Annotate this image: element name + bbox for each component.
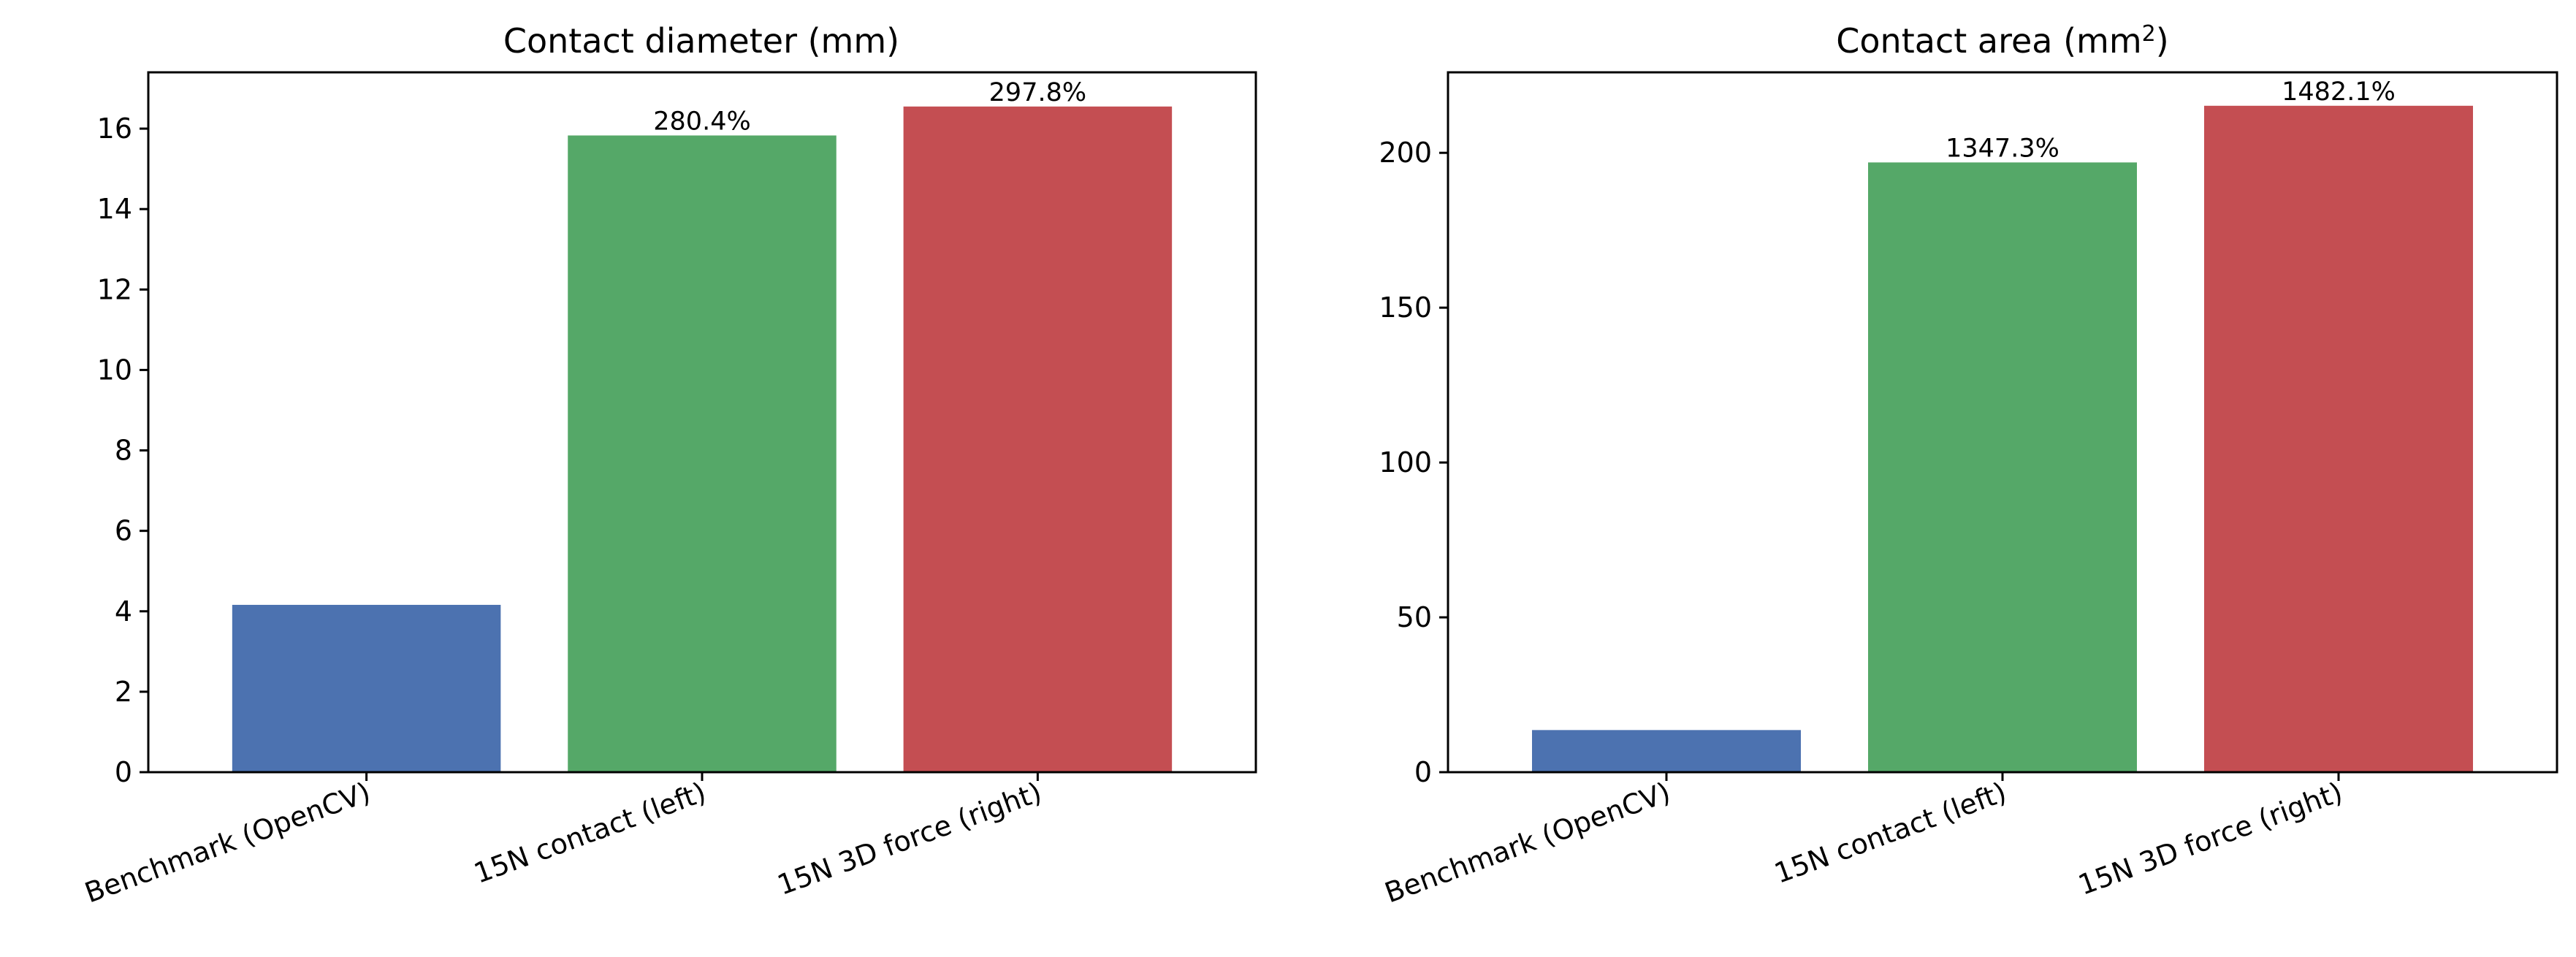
data-label: 1347.3%: [1946, 134, 2059, 163]
y-tick-label: 0: [1414, 756, 1432, 788]
y-tick-label: 10: [97, 354, 132, 386]
bar-15n-3d-force-right: [903, 106, 1173, 773]
y-axis-ticks: 0 50 100 150 200: [1379, 137, 1448, 788]
data-label: 280.4%: [653, 107, 750, 136]
y-tick-label: 16: [97, 113, 132, 145]
bar-15n-contact-left: [568, 135, 837, 772]
chart-title: Contact diameter (mm): [503, 21, 899, 61]
y-tick-label: 200: [1379, 137, 1432, 169]
y-axis-ticks: 0 2 4 6 8 10 12 14 16: [97, 113, 148, 788]
plot-frame: [147, 71, 1257, 774]
y-tick-label: 4: [115, 595, 132, 628]
bars: [1532, 105, 2473, 773]
data-labels: 1347.3% 1482.1%: [1946, 77, 2396, 164]
y-tick-label: 50: [1397, 601, 1432, 633]
y-tick-label: 6: [115, 515, 132, 547]
chart-title: Contact area (mm2): [1836, 21, 2168, 61]
bars: [232, 106, 1173, 773]
bar-benchmark-opencv: [1532, 730, 1801, 772]
data-label: 1482.1%: [2282, 77, 2396, 107]
y-tick-label: 100: [1379, 446, 1432, 478]
y-tick-label: 0: [115, 756, 132, 788]
y-tick-label: 8: [115, 435, 132, 467]
bar-15n-contact-left: [1868, 162, 2137, 773]
y-tick-label: 150: [1379, 291, 1432, 324]
y-tick-label: 12: [97, 273, 132, 305]
bar-benchmark-opencv: [232, 604, 501, 772]
data-labels: 280.4% 297.8%: [653, 78, 1086, 137]
data-label: 297.8%: [989, 78, 1086, 107]
chart-title-superscript: 2: [2142, 21, 2156, 47]
plot-frame: [1447, 71, 2558, 774]
y-tick-label: 2: [115, 676, 132, 708]
bar-15n-3d-force-right: [2204, 105, 2473, 773]
y-tick-label: 14: [97, 193, 132, 225]
chart-title-suffix: ): [2156, 21, 2169, 61]
